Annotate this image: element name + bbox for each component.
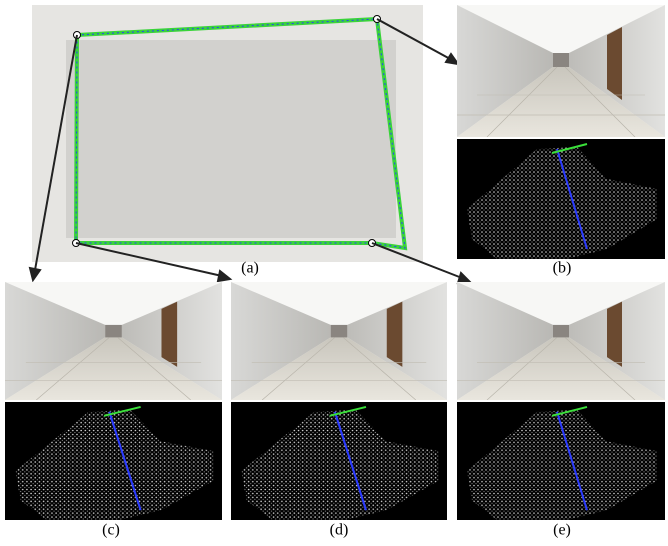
point-cloud (231, 402, 447, 520)
photo (5, 282, 222, 400)
photo (457, 5, 665, 137)
panel-label: (e) (553, 522, 571, 539)
point-cloud (457, 402, 665, 520)
point-cloud (457, 139, 665, 259)
panel-label: (b) (553, 260, 572, 277)
photo (457, 282, 665, 400)
panel-label: (a) (241, 260, 259, 277)
map-panel (32, 5, 423, 262)
panel-label: (d) (330, 522, 349, 539)
photo (231, 282, 447, 400)
panel-label: (c) (102, 522, 120, 539)
figure: (a) (b) (c) (d) (e) (0, 0, 668, 546)
map-interior (66, 40, 396, 238)
point-cloud (5, 402, 222, 520)
